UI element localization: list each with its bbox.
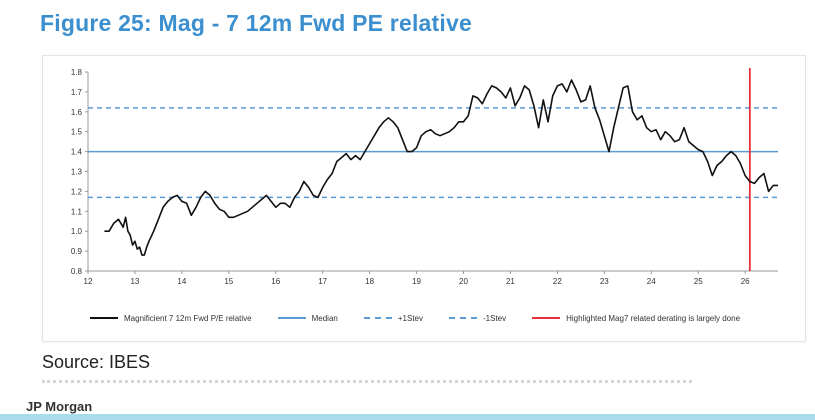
y-tick-label: 1.2 [71,187,83,196]
line-chart: 0.8 0.9 1.0 1.1 1.2 1.3 1.4 1.5 1.6 1.7 1.8 12 13 14 1… [71,68,778,286]
x-tick-label: 26 [741,277,750,286]
legend-item-minus-1-stdev: -1Stev [449,314,506,323]
x-tick-label: 21 [506,277,515,286]
chart-legend: Magnificient 7 12m Fwd P/E relative Medi… [90,310,790,326]
y-tick-label: 1.8 [71,68,83,77]
x-tick-label: 15 [224,277,233,286]
legend-label-plus-1-stdev: +1Stev [397,313,423,323]
chart-frame: 0.8 0.9 1.0 1.1 1.2 1.3 1.4 1.5 1.6 1.7 1.8 12 13 14 1… [42,55,806,342]
y-tick-label: 1.3 [71,168,83,177]
bottom-bar [0,414,815,420]
x-tick-label: 23 [600,277,609,286]
x-tick-label: 13 [130,277,139,286]
legend-item-series: Magnificient 7 12m Fwd P/E relative [90,314,252,323]
x-tick-label: 17 [318,277,327,286]
x-tick-label: 16 [271,277,280,286]
x-tick-label: 19 [412,277,421,286]
y-tick-label: 1.0 [71,227,83,236]
x-tick-label: 14 [177,277,186,286]
x-tick-label: 22 [553,277,562,286]
y-tick-label: 0.9 [71,247,83,256]
legend-label-minus-1-stdev: -1Stev [483,313,507,323]
legend-swatch-plus-1-stdev [363,317,392,319]
y-tick-label: 1.5 [71,128,83,137]
legend-item-plus-1-stdev: +1Stev [363,313,423,323]
y-tick-label: 1.1 [71,207,83,216]
x-tick-label: 24 [647,277,656,286]
x-tick-label: 20 [459,277,468,286]
legend-swatch-minus-1-stdev [449,317,477,319]
legend-item-median: Median [277,313,338,323]
legend-label-highlight: Highlighted Mag7 related derating is lar… [566,313,741,323]
y-tick-label: 0.8 [71,267,83,276]
x-tick-label: 18 [365,277,374,286]
x-tick-label: 12 [84,277,93,286]
legend-swatch-series [90,317,118,319]
legend-swatch-median [277,317,306,319]
faded-text-line [42,380,692,393]
y-tick-label: 1.7 [71,88,83,97]
source-note: Source: IBES [42,352,151,372]
figure-title: Figure 25: Mag - 7 12m Fwd PE relative [40,10,472,36]
legend-label-series: Magnificient 7 12m Fwd P/E relative [124,313,252,323]
legend-swatch-highlight [532,317,561,319]
legend-item-highlight: Highlighted Mag7 related derating is lar… [532,314,740,323]
legend-label-median: Median [311,313,338,323]
x-tick-label: 25 [694,277,703,286]
y-tick-label: 1.6 [71,108,83,117]
y-tick-label: 1.4 [71,148,83,157]
series-line [104,79,778,256]
credit-label: JP Morgan [26,399,93,414]
